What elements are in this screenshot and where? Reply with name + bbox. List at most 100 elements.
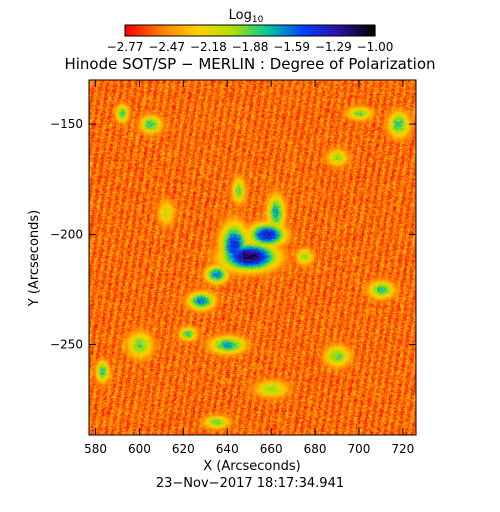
colorbar-segment [201, 25, 204, 36]
colorbar-segment [289, 25, 292, 36]
colorbar-segment [129, 25, 132, 36]
colorbar-segment [195, 25, 198, 36]
colorbar-tick-label: −1.29 [315, 40, 352, 54]
colorbar-segment [177, 25, 180, 36]
colorbar-segment [273, 25, 276, 36]
colorbar-segment [211, 25, 214, 36]
colorbar-segment [213, 25, 216, 36]
colorbar-segment [275, 25, 278, 36]
colorbar-segment [245, 25, 248, 36]
colorbar-segment [259, 25, 262, 36]
colorbar-tick-label: −1.88 [232, 40, 269, 54]
x-axis-ticks: 580 600 620 640 660 680 700 720 [84, 80, 414, 456]
colorbar-segment [301, 25, 304, 36]
date-label: 23−Nov−2017 18:17:34.941 [156, 476, 344, 491]
colorbar-segment [343, 25, 346, 36]
colorbar-segment [243, 25, 246, 36]
colorbar-segment [199, 25, 202, 36]
x-tick-label: 680 [304, 442, 327, 456]
colorbar-segment [329, 25, 332, 36]
x-tick-label: 620 [172, 442, 195, 456]
colorbar-tick-label: −2.77 [107, 40, 144, 54]
colorbar-segment [345, 25, 348, 36]
colorbar-segment [235, 25, 238, 36]
colorbar-segment [367, 25, 370, 36]
colorbar-segment [265, 25, 268, 36]
colorbar-segment [167, 25, 170, 36]
colorbar-tick-label: −2.47 [148, 40, 185, 54]
colorbar-segment [145, 25, 148, 36]
colorbar-segment [193, 25, 196, 36]
colorbar-segment [369, 25, 372, 36]
colorbar-segment [281, 25, 284, 36]
colorbar-segment [361, 25, 364, 36]
colorbar-segment [257, 25, 260, 36]
y-tick-label: −200 [50, 227, 83, 241]
colorbar-segment [163, 25, 166, 36]
colorbar-tick-labels: −2.77 −2.47 −2.18 −1.88 −1.59 −1.29 −1.00 [107, 40, 394, 54]
colorbar-segment [175, 25, 178, 36]
colorbar-segment [165, 25, 168, 36]
colorbar-segment [251, 25, 254, 36]
colorbar-segment [303, 25, 306, 36]
colorbar-segment [311, 25, 314, 36]
colorbar-segment [371, 25, 374, 36]
colorbar-segment [365, 25, 368, 36]
colorbar-segment [307, 25, 310, 36]
colorbar-segment [323, 25, 326, 36]
colorbar-segment [331, 25, 334, 36]
colorbar-segment [295, 25, 298, 36]
colorbar-segment [283, 25, 286, 36]
y-tick-label: −150 [50, 117, 83, 131]
colorbar-segment [349, 25, 352, 36]
colorbar-segment [347, 25, 350, 36]
colorbar-segment [151, 25, 154, 36]
x-tick-label: 580 [84, 442, 107, 456]
colorbar-segment [285, 25, 288, 36]
x-tick-label: 700 [347, 442, 370, 456]
colorbar-segment [191, 25, 194, 36]
colorbar-segment [161, 25, 164, 36]
colorbar-segment [291, 25, 294, 36]
x-tick-label: 600 [128, 442, 151, 456]
x-tick-label: 720 [391, 442, 414, 456]
colorbar-segment [261, 25, 264, 36]
colorbar-segment [157, 25, 160, 36]
colorbar-segment [133, 25, 136, 36]
colorbar-segment [183, 25, 186, 36]
colorbar-segment [237, 25, 240, 36]
colorbar-segment [241, 25, 244, 36]
colorbar-segment [253, 25, 256, 36]
colorbar-segment [215, 25, 218, 36]
colorbar-segment [247, 25, 250, 36]
colorbar-segment [357, 25, 360, 36]
polarization-heatmap [89, 80, 416, 435]
colorbar-segment [271, 25, 274, 36]
colorbar-segment [319, 25, 322, 36]
colorbar-segment [205, 25, 208, 36]
colorbar-segment [187, 25, 190, 36]
colorbar-segment [127, 25, 130, 36]
colorbar-segment [341, 25, 344, 36]
colorbar-segment [139, 25, 142, 36]
y-axis-ticks: −150 −200 −250 [50, 117, 416, 352]
colorbar-segment [189, 25, 192, 36]
colorbar-segment [219, 25, 222, 36]
colorbar-label: Log10 [229, 8, 264, 25]
colorbar-segment [217, 25, 220, 36]
colorbar-segment [313, 25, 316, 36]
colorbar-segment [227, 25, 230, 36]
colorbar-segment [125, 25, 128, 36]
colorbar-segment [267, 25, 270, 36]
colorbar-segment [239, 25, 242, 36]
colorbar-segment [153, 25, 156, 36]
y-axis-label: Y (Arcseconds) [27, 210, 42, 307]
colorbar-segment [185, 25, 188, 36]
colorbar-segment [137, 25, 140, 36]
colorbar-segment [147, 25, 150, 36]
colorbar-segment [363, 25, 366, 36]
colorbar-segment [131, 25, 134, 36]
colorbar-segment [333, 25, 336, 36]
colorbar-segment [255, 25, 258, 36]
